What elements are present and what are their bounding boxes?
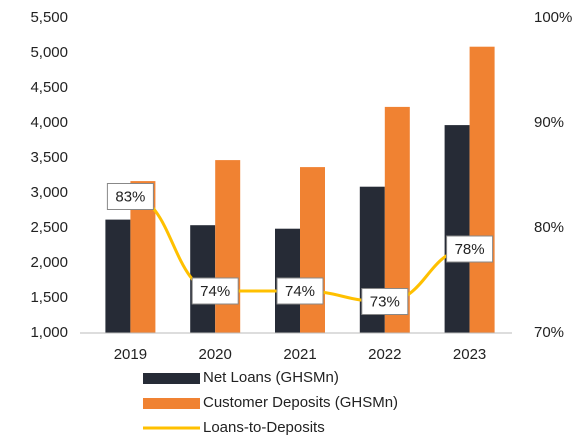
legend-label: Customer Deposits (GHSMn) <box>203 394 398 411</box>
y2-tick-label: 80% <box>534 219 564 236</box>
legend-label: Net Loans (GHSMn) <box>203 369 339 386</box>
legend-swatch <box>143 373 200 384</box>
bar <box>215 160 241 333</box>
y-tick-label: 3,500 <box>30 149 68 166</box>
data-label-box <box>191 277 239 305</box>
legend-label: Loans-to-Deposits <box>203 419 325 436</box>
data-label: 74% <box>200 283 230 300</box>
data-label-box <box>446 235 494 263</box>
data-label: 83% <box>115 188 145 205</box>
x-tick-label: 2021 <box>283 346 316 363</box>
y-tick-label: 3,000 <box>30 184 68 201</box>
legend-swatch <box>143 398 200 409</box>
y-tick-label: 5,000 <box>30 44 68 61</box>
data-label-box <box>361 288 409 315</box>
data-label: 74% <box>285 283 315 300</box>
y-tick-label: 2,000 <box>30 254 68 271</box>
x-tick-label: 2019 <box>114 346 147 363</box>
x-tick-label: 2020 <box>199 346 232 363</box>
y-tick-label: 1,500 <box>30 289 68 306</box>
bar <box>469 46 495 333</box>
data-label-box <box>106 183 154 210</box>
data-label: 78% <box>455 241 485 258</box>
bar <box>300 167 325 333</box>
data-label: 73% <box>370 293 400 310</box>
y2-tick-label: 70% <box>534 324 564 341</box>
x-tick-label: 2022 <box>368 346 401 363</box>
data-label-box <box>276 277 324 305</box>
bar <box>105 219 131 333</box>
y-tick-label: 4,000 <box>30 114 68 131</box>
bar <box>444 125 470 333</box>
x-tick-label: 2023 <box>453 346 486 363</box>
y-tick-label: 1,000 <box>30 324 68 341</box>
y-tick-label: 5,500 <box>30 9 68 26</box>
y-tick-label: 2,500 <box>30 219 68 236</box>
y-tick-label: 4,500 <box>30 79 68 96</box>
y2-tick-label: 90% <box>534 114 564 131</box>
y2-tick-label: 100% <box>534 9 572 26</box>
